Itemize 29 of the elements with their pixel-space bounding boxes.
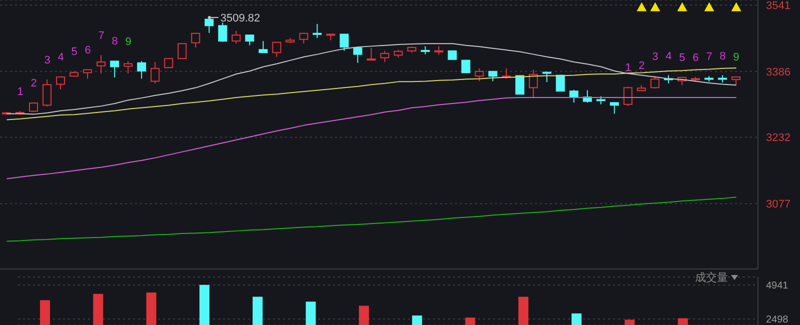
text: 5	[679, 52, 686, 64]
text: 9	[733, 52, 740, 64]
text: 9	[125, 36, 132, 48]
text: 4	[58, 52, 64, 64]
candlestick	[528, 69, 538, 99]
chart-title: 成交量	[695, 270, 728, 285]
text: 2	[30, 78, 37, 90]
text: 7	[706, 51, 712, 64]
candlestick	[96, 54, 106, 74]
text: 6	[84, 44, 91, 56]
text: 3	[652, 51, 658, 64]
text: 3	[44, 54, 50, 67]
y-tick-label: 2498	[766, 314, 789, 325]
text: 1	[17, 86, 24, 98]
y-tick-label: 3232	[766, 132, 790, 144]
text: 6	[692, 52, 699, 64]
text: 7	[98, 30, 104, 42]
text: 8	[720, 50, 726, 62]
text: 8	[112, 36, 118, 48]
y-tick-label: 3541	[766, 0, 790, 12]
text: 2	[638, 60, 645, 72]
y-tick-label: 4941	[766, 280, 789, 292]
text: 4	[666, 50, 672, 62]
text: 5	[71, 46, 78, 58]
line-series	[6, 196, 737, 242]
y-tick-label: 3077	[766, 198, 790, 210]
text: 1	[625, 62, 632, 74]
annotation: 3509.82	[220, 12, 260, 24]
y-tick-label: 3386	[766, 66, 790, 78]
